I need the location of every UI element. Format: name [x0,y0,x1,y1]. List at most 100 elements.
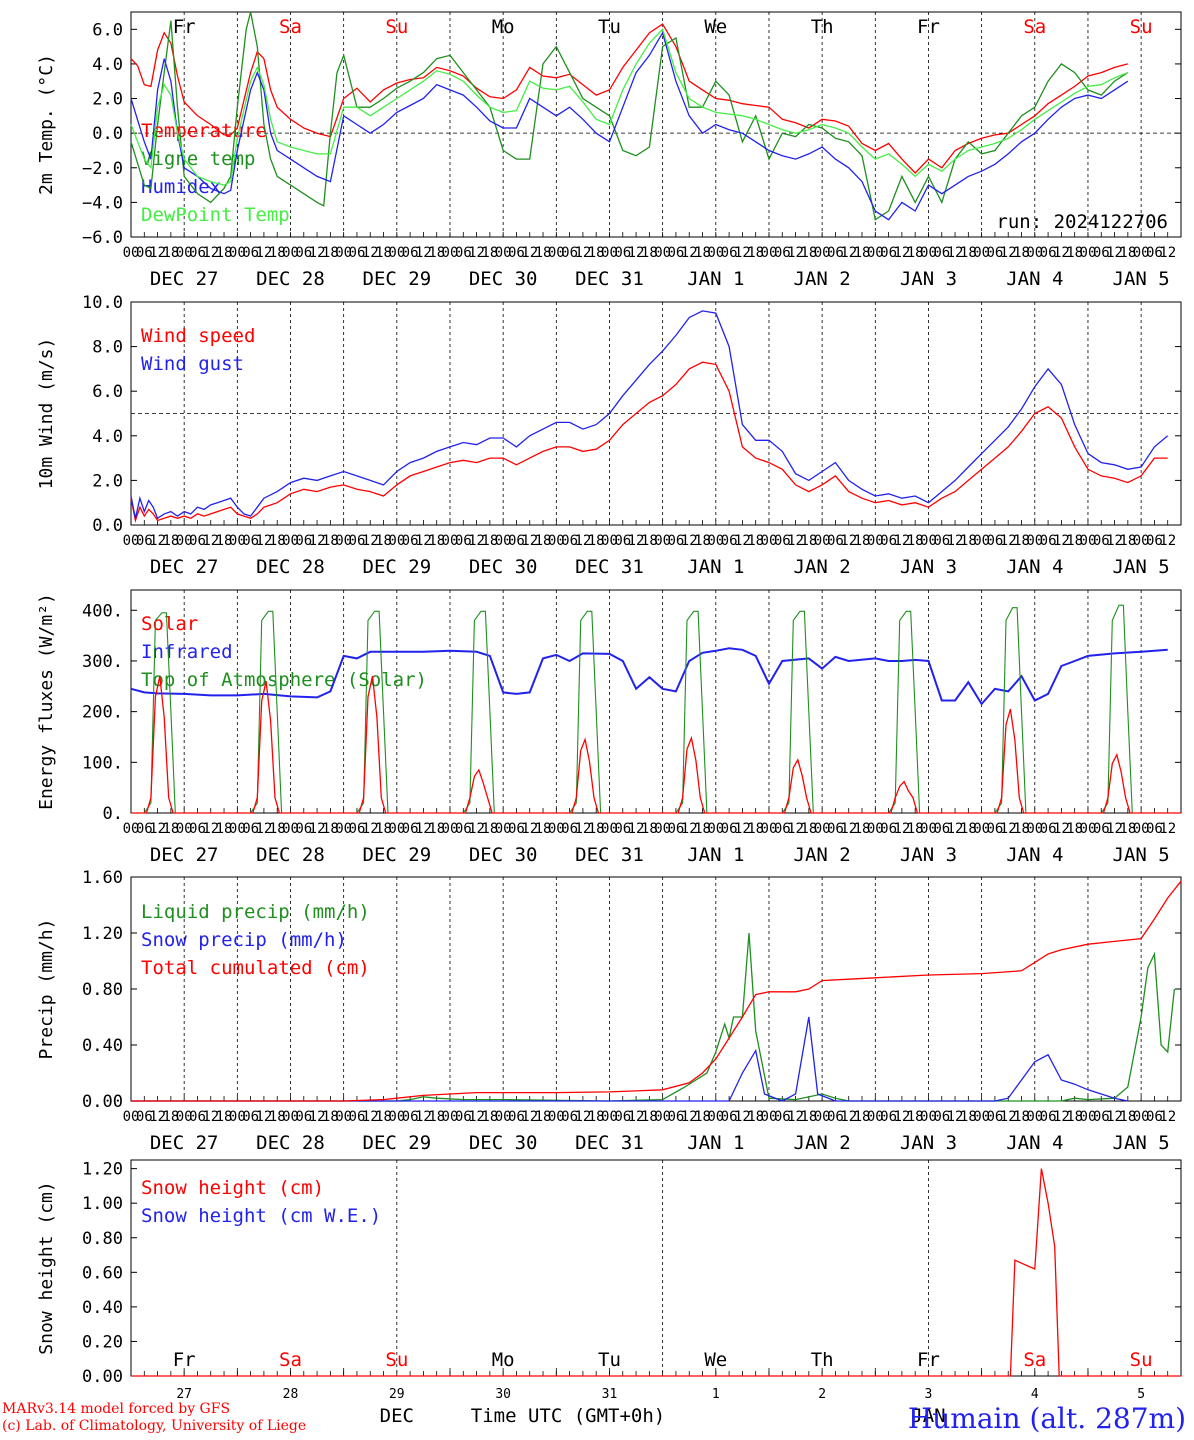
series-line-light_green [130,28,1129,186]
hour-tick-label: 00 [442,821,459,837]
hour-tick-label: 12 [1000,245,1017,261]
hour-tick-label: 00 [1080,821,1097,837]
weekday-label: Su [1130,16,1153,38]
date-label: JAN 3 [900,844,957,866]
hour-tick-label: 12 [681,245,698,261]
hour-tick-label: 06 [1040,533,1057,549]
hour-tick-label: 12 [202,821,219,837]
hour-tick-label: 06 [561,1109,578,1125]
hour-tick-label: 18 [641,821,658,837]
y-tick-label: 0.00 [82,1367,123,1387]
hour-tick-label: 12 [1053,533,1070,549]
y-tick-label: 0.0 [92,516,123,536]
hour-tick-label: 18 [800,821,817,837]
hour-tick-label: 18 [1013,245,1030,261]
hour-tick-label: 12 [202,245,219,261]
hour-tick-label: 06 [880,245,897,261]
y-tick-label: 6.0 [92,382,123,402]
legend-entry: Infrared [141,641,233,663]
weekday-label: Th [811,16,834,38]
hour-tick-label: 06 [614,245,631,261]
hour-tick-label: 12 [734,821,751,837]
date-label: JAN 5 [1113,1132,1170,1154]
y-tick-label: 0.20 [82,1332,123,1352]
hour-tick-label: 12 [1106,821,1123,837]
hour-tick-label: 06 [1040,245,1057,261]
hour-tick-label: 12 [362,1109,379,1125]
hour-tick-label: 18 [162,821,179,837]
hour-tick-label: 00 [867,245,884,261]
date-label: JAN 4 [1006,556,1063,578]
y-tick-label: 6.0 [92,20,123,40]
hour-tick-label: 00 [1133,1109,1150,1125]
hour-tick-label: 18 [588,821,605,837]
hour-tick-label: 06 [880,1109,897,1125]
hour-tick-label: 18 [1066,1109,1083,1125]
hour-tick-label: 06 [1146,821,1163,837]
hour-tick-label: 00 [601,821,618,837]
hour-tick-label: 00 [761,245,778,261]
hour-tick-label: 18 [641,245,658,261]
hour-tick-label: 00 [1133,821,1150,837]
y-tick-label: 0.40 [82,1036,123,1056]
hour-tick-label: 18 [1119,533,1136,549]
date-label: JAN 3 [900,268,957,290]
hour-tick-label: 18 [269,821,286,837]
weekday-label: We [704,16,727,38]
hour-tick-label: 06 [774,1109,791,1125]
hour-tick-label: 00 [1026,1109,1043,1125]
hour-tick-label: 06 [455,245,472,261]
date-label: DEC 29 [363,268,432,290]
hour-tick-label: 12 [787,1109,804,1125]
hour-tick-label: 06 [561,533,578,549]
hour-tick-label: 00 [814,533,831,549]
hour-tick-label: 06 [1093,245,1110,261]
hour-tick-label: 06 [827,821,844,837]
hour-tick-label: 00 [920,821,937,837]
hour-tick-label: 12 [468,1109,485,1125]
hour-tick-label: 12 [628,533,645,549]
hour-tick-label: 00 [495,533,512,549]
hour-tick-label: 00 [495,821,512,837]
date-label: DEC 27 [150,844,219,866]
hour-tick-label: 18 [800,533,817,549]
hour-tick-label: 12 [362,533,379,549]
hour-tick-label: 18 [322,245,339,261]
hour-tick-label: 18 [960,533,977,549]
hour-tick-label: 12 [1106,533,1123,549]
hour-tick-label: 06 [242,245,259,261]
hour-tick-label: 18 [1119,1109,1136,1125]
hour-tick-label: 06 [349,821,366,837]
date-label: DEC 29 [363,1132,432,1154]
hour-tick-label: 00 [335,245,352,261]
hour-tick-label: 00 [601,1109,618,1125]
hour-tick-label: 18 [1066,821,1083,837]
hour-tick-label: 12 [415,821,432,837]
series-line-red [130,23,1128,174]
hour-tick-label: 18 [216,1109,233,1125]
hour-tick-label: 00 [282,1109,299,1125]
date-label: DEC 31 [575,556,644,578]
legend-entry: Liquid precip (mm/h) [141,901,370,923]
hour-tick-label: 12 [1000,1109,1017,1125]
hour-tick-label: 18 [694,533,711,549]
hour-tick-label: 06 [136,1109,153,1125]
hour-tick-label: 06 [933,821,950,837]
hour-tick-label: 06 [827,533,844,549]
model-credit-line-1: MARv3.14 model forced by GFS [2,1401,231,1417]
hour-tick-label: 00 [654,821,671,837]
hour-tick-label: 12 [628,1109,645,1125]
hour-tick-label: 18 [481,1109,498,1125]
hour-tick-label: 18 [428,821,445,837]
hour-tick-label: 00 [282,821,299,837]
hour-tick-label: 06 [295,1109,312,1125]
hour-tick-label: 00 [282,533,299,549]
x-axis-label: Time UTC (GMT+0h) [471,1405,665,1427]
legend-entry: Snow height (cm W.E.) [141,1205,381,1227]
date-label: DEC 28 [256,556,325,578]
day-number: 30 [495,1387,511,1402]
hour-tick-label: 00 [761,1109,778,1125]
weekday-label: Fr [917,16,940,38]
month-label-dec: DEC [380,1405,414,1427]
hour-tick-label: 00 [814,245,831,261]
